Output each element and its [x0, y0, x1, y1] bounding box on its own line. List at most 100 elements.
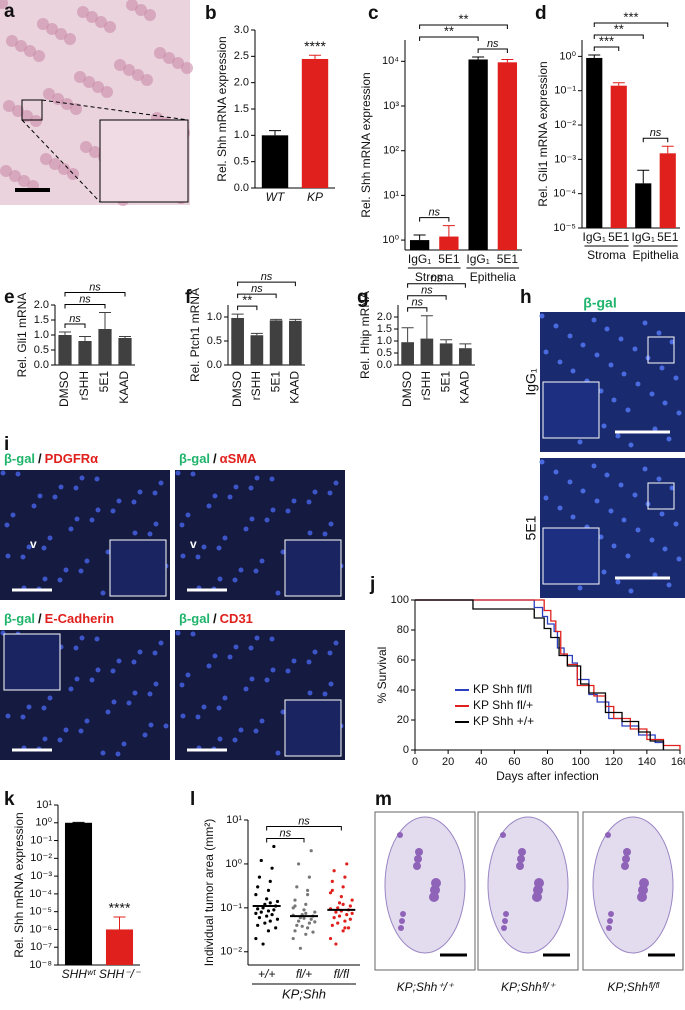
y-tick-label: 1.5 [234, 103, 249, 115]
nucleus [635, 527, 641, 533]
tumor-point [328, 891, 333, 895]
nucleus [232, 577, 238, 583]
y-tick-label: 10⁻² [220, 946, 242, 958]
nucleus [628, 442, 634, 448]
y-tick-label: 2.0 [234, 77, 249, 89]
x-tick-label: SHH⁻/⁻ [99, 967, 142, 981]
x-tick-label: fl/+ [296, 967, 312, 981]
nucleus [611, 543, 617, 549]
group-label: Stroma [587, 248, 626, 262]
error-bar [459, 343, 472, 349]
nucleus [591, 317, 597, 323]
nucleus [37, 493, 43, 499]
y-tick-label: 0.5 [34, 344, 49, 356]
bar [659, 153, 676, 228]
nucleus [652, 426, 658, 432]
nucleus [621, 371, 627, 377]
panel-label: b [205, 3, 217, 24]
nucleus [121, 741, 127, 747]
y-tick-label: 0 [403, 744, 409, 756]
y-tick-label: 10⁰ [35, 817, 52, 829]
tumor-point [268, 919, 272, 923]
tumor-point [337, 901, 342, 905]
x-tick-label: IgG₁ [466, 252, 489, 266]
y-tick-label: 0.0 [234, 182, 249, 194]
nucleus [285, 668, 291, 674]
y-tick-label: 10⁻⁴ [553, 188, 576, 200]
x-tick-label: 140 [638, 756, 656, 768]
nucleus [615, 433, 621, 439]
x-tick-label: WT [266, 190, 286, 204]
nucleus [270, 507, 276, 513]
nucleus [327, 650, 333, 656]
bar [586, 57, 603, 229]
group-label: Stroma [415, 270, 454, 284]
nucleus [195, 714, 201, 720]
nucleus [570, 514, 576, 520]
x-tick-label: KP [307, 190, 323, 204]
significance-bracket [266, 825, 342, 831]
caption-part: β-gal [4, 451, 35, 466]
significance-bracket [593, 34, 644, 39]
tumor-point [259, 858, 263, 863]
caption-part: / [213, 451, 217, 466]
nucleus [158, 480, 164, 486]
nucleus [89, 677, 95, 683]
error-bar [79, 336, 91, 341]
nucleus [195, 554, 201, 560]
cell [58, 163, 70, 175]
nucleus [31, 503, 37, 509]
y-tick-label: 10¹ [383, 189, 399, 201]
nucleus [20, 554, 26, 560]
significance-label: ns [431, 273, 443, 285]
y-tick-label: 10⁻³ [554, 153, 576, 165]
tumor-point [304, 911, 308, 915]
cell [86, 11, 98, 23]
x-tick-label: 80 [541, 756, 553, 768]
tumor-point [336, 906, 340, 910]
y-tick-label: 10⁻² [30, 852, 52, 864]
tumor [517, 855, 525, 863]
nucleus [137, 489, 143, 495]
x-tick-label: 5E1 [657, 230, 679, 244]
nucleus [656, 330, 662, 336]
nucleus [111, 699, 117, 705]
nucleus [216, 545, 222, 551]
nucleus [570, 368, 576, 374]
significance-label: ** [614, 21, 624, 36]
nucleus [594, 352, 600, 358]
y-axis-label: Rel. Gli1 mRNA expression [536, 61, 550, 206]
error-bar [401, 327, 414, 343]
nucleus [601, 423, 607, 429]
vessel-label: v [30, 537, 37, 551]
significance-bracket [642, 137, 669, 143]
tumor [414, 855, 422, 863]
inset-box [284, 539, 342, 597]
nucleus [94, 636, 100, 642]
y-tick-label: 10⁴ [382, 55, 399, 67]
nucleus [567, 479, 573, 485]
nucleus [249, 516, 255, 522]
caption-part: / [213, 611, 217, 626]
error-bar [588, 54, 601, 58]
nucleus [591, 463, 597, 469]
nucleus [615, 579, 621, 585]
nucleus [601, 569, 607, 575]
x-axis-label: KP;Shh [282, 986, 326, 1001]
nucleus [673, 375, 679, 381]
nucleus [666, 436, 672, 442]
nucleus [47, 535, 53, 541]
cell [181, 62, 193, 74]
cell [52, 93, 64, 105]
panel-label: m [375, 789, 392, 810]
bar [301, 58, 329, 188]
y-tick-label: 0.5 [377, 347, 392, 359]
image-caption: β-gal / PDGFRα [4, 451, 98, 466]
nucleus [676, 556, 682, 562]
y-tick-label: 1.0 [34, 329, 49, 341]
nucleus [68, 686, 74, 692]
significance-label: ns [487, 38, 499, 50]
tumor [413, 862, 421, 870]
cell [126, 0, 138, 11]
y-tick-label: 2.0 [34, 299, 49, 311]
